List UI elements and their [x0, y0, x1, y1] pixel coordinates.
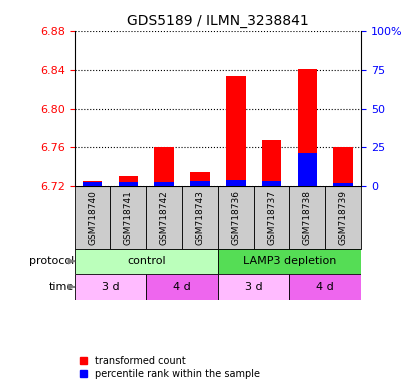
- FancyBboxPatch shape: [218, 274, 290, 300]
- FancyBboxPatch shape: [110, 186, 146, 248]
- Bar: [119, 175, 138, 186]
- Bar: [190, 172, 210, 186]
- Bar: [226, 180, 246, 186]
- Title: GDS5189 / ILMN_3238841: GDS5189 / ILMN_3238841: [127, 14, 309, 28]
- Bar: [262, 140, 281, 186]
- Bar: [154, 182, 174, 186]
- Bar: [83, 180, 103, 186]
- Text: GSM718740: GSM718740: [88, 190, 97, 245]
- Bar: [333, 147, 353, 186]
- Text: GSM718737: GSM718737: [267, 190, 276, 245]
- Bar: [298, 153, 317, 186]
- Text: GSM718739: GSM718739: [339, 190, 348, 245]
- FancyBboxPatch shape: [325, 186, 361, 248]
- FancyBboxPatch shape: [290, 186, 325, 248]
- FancyBboxPatch shape: [146, 274, 218, 300]
- Legend: transformed count, percentile rank within the sample: transformed count, percentile rank withi…: [80, 356, 260, 379]
- Bar: [333, 184, 353, 186]
- FancyBboxPatch shape: [218, 186, 254, 248]
- FancyBboxPatch shape: [146, 186, 182, 248]
- Bar: [119, 182, 138, 186]
- Text: 3 d: 3 d: [102, 282, 119, 292]
- Bar: [262, 180, 281, 186]
- Text: 4 d: 4 d: [316, 282, 334, 292]
- Text: LAMP3 depletion: LAMP3 depletion: [243, 257, 336, 266]
- FancyBboxPatch shape: [75, 186, 110, 248]
- Text: GSM718743: GSM718743: [195, 190, 205, 245]
- Text: protocol: protocol: [29, 257, 74, 266]
- Text: control: control: [127, 257, 166, 266]
- FancyBboxPatch shape: [182, 186, 218, 248]
- FancyBboxPatch shape: [75, 248, 218, 274]
- FancyBboxPatch shape: [290, 274, 361, 300]
- Bar: [298, 69, 317, 186]
- Text: GSM718736: GSM718736: [231, 190, 240, 245]
- Text: GSM718742: GSM718742: [160, 190, 168, 245]
- Text: time: time: [49, 282, 74, 292]
- FancyBboxPatch shape: [75, 274, 146, 300]
- FancyBboxPatch shape: [218, 248, 361, 274]
- Bar: [83, 182, 103, 186]
- Text: GSM718738: GSM718738: [303, 190, 312, 245]
- Bar: [226, 76, 246, 186]
- FancyBboxPatch shape: [254, 186, 290, 248]
- Text: 4 d: 4 d: [173, 282, 191, 292]
- Bar: [154, 147, 174, 186]
- Bar: [190, 182, 210, 186]
- Text: 3 d: 3 d: [245, 282, 262, 292]
- Text: GSM718741: GSM718741: [124, 190, 133, 245]
